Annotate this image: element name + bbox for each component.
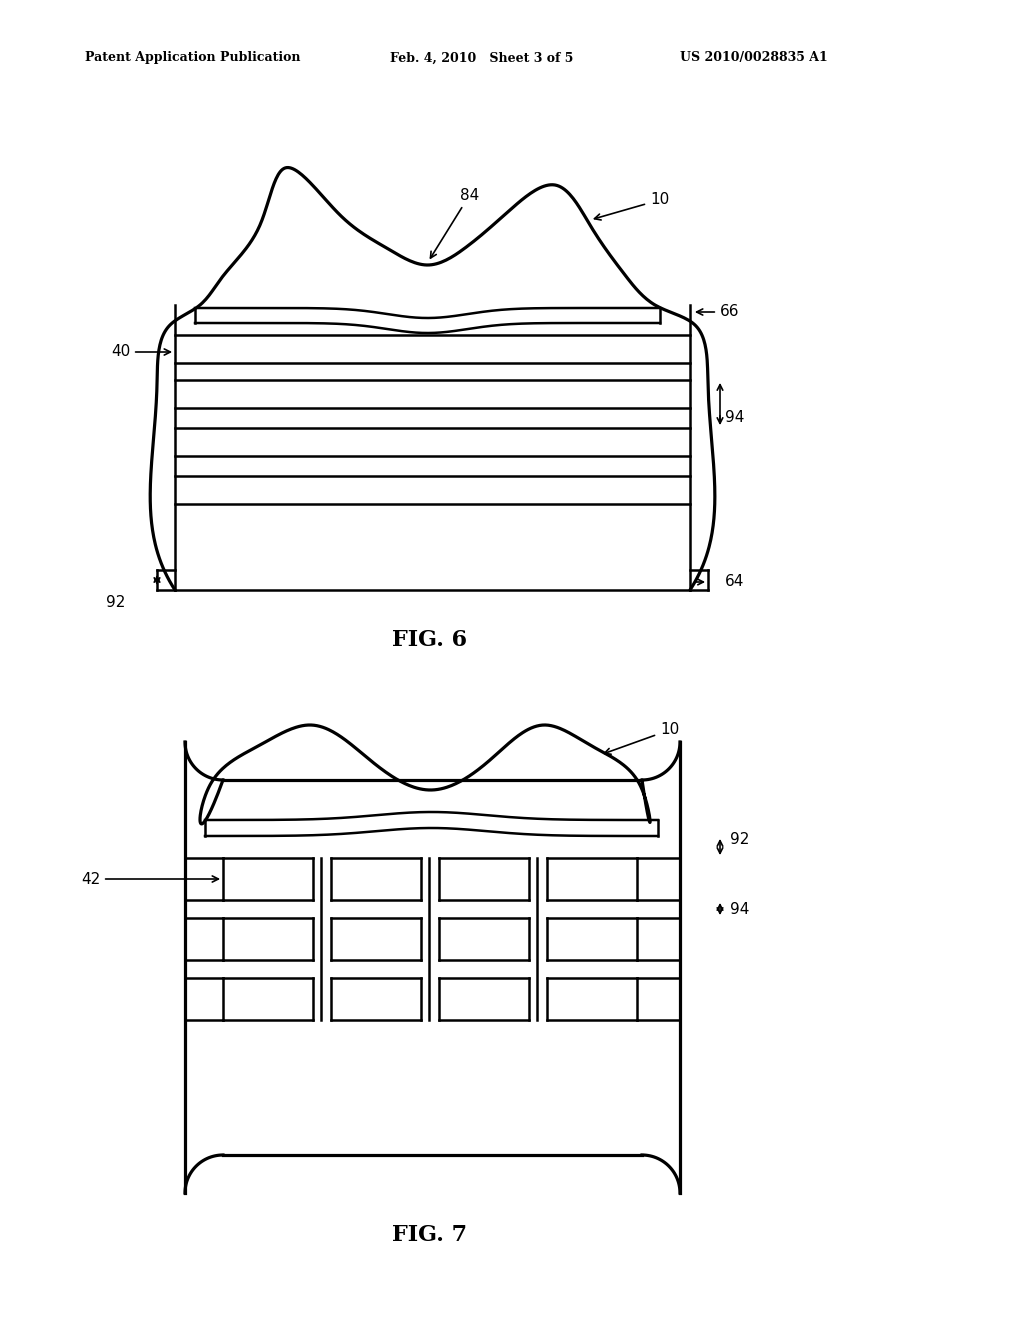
Text: 94: 94 <box>730 902 750 916</box>
Text: 64: 64 <box>725 574 744 590</box>
Text: 10: 10 <box>595 193 670 220</box>
Text: Feb. 4, 2010   Sheet 3 of 5: Feb. 4, 2010 Sheet 3 of 5 <box>390 51 573 65</box>
Text: 92: 92 <box>730 833 750 847</box>
Text: 10: 10 <box>604 722 679 754</box>
Text: US 2010/0028835 A1: US 2010/0028835 A1 <box>680 51 827 65</box>
Text: 40: 40 <box>111 345 170 359</box>
Text: FIG. 6: FIG. 6 <box>392 630 468 651</box>
Text: 84: 84 <box>430 187 479 257</box>
Text: Patent Application Publication: Patent Application Publication <box>85 51 300 65</box>
Text: 42: 42 <box>81 871 218 887</box>
Text: 94: 94 <box>725 411 744 425</box>
Text: FIG. 7: FIG. 7 <box>392 1224 468 1246</box>
Text: 92: 92 <box>105 595 125 610</box>
Text: 66: 66 <box>696 305 739 319</box>
